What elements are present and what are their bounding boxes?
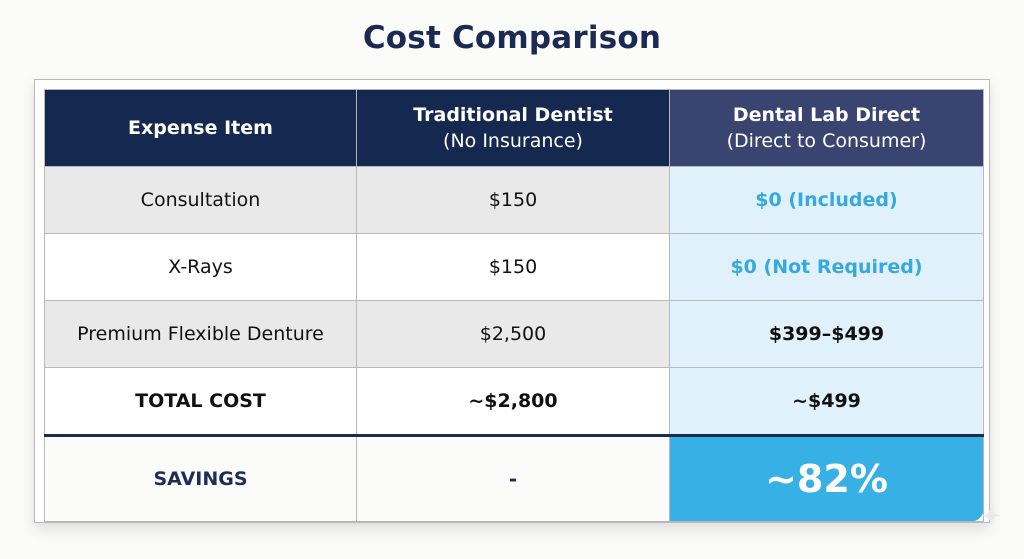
cell-traditional: $150 bbox=[356, 233, 670, 301]
cost-comparison-table: Expense Item Traditional Dentist (No Ins… bbox=[44, 89, 984, 522]
table-row: Premium Flexible Denture $2,500 $399–$49… bbox=[44, 300, 984, 368]
table-row: X-Rays $150 $0 (Not Required) bbox=[44, 233, 984, 301]
cell-item: TOTAL COST bbox=[44, 367, 357, 436]
cell-traditional: ~$2,800 bbox=[356, 367, 670, 436]
header-traditional-dentist: Traditional Dentist (No Insurance) bbox=[356, 89, 670, 167]
header-main: Dental Lab Direct bbox=[732, 104, 921, 126]
cell-direct: ~$499 bbox=[669, 367, 984, 436]
cell-traditional: $2,500 bbox=[356, 300, 670, 368]
header-row: Expense Item Traditional Dentist (No Ins… bbox=[44, 89, 984, 167]
cell-traditional: $150 bbox=[356, 166, 670, 234]
header-main: Expense Item bbox=[128, 117, 273, 139]
header-sub: (Direct to Consumer) bbox=[726, 130, 927, 152]
total-row: TOTAL COST ~$2,800 ~$499 bbox=[44, 367, 984, 436]
savings-percentage: ~82% bbox=[669, 434, 984, 522]
cell-item: Premium Flexible Denture bbox=[44, 300, 357, 368]
cell-direct: $0 (Not Required) bbox=[669, 233, 984, 301]
cell-item: Consultation bbox=[44, 166, 357, 234]
sparkle-icon: ✦ bbox=[980, 502, 1002, 532]
savings-traditional: - bbox=[356, 434, 670, 522]
header-sub: (No Insurance) bbox=[443, 130, 583, 152]
header-expense-item: Expense Item bbox=[44, 89, 357, 167]
header-dental-lab-direct: Dental Lab Direct (Direct to Consumer) bbox=[669, 89, 984, 167]
table-row: Consultation $150 $0 (Included) bbox=[44, 166, 984, 234]
cell-direct: $0 (Included) bbox=[669, 166, 984, 234]
cell-item: X-Rays bbox=[44, 233, 357, 301]
cell-direct: $399–$499 bbox=[669, 300, 984, 368]
savings-row: SAVINGS - ~82% bbox=[44, 434, 984, 522]
header-main: Traditional Dentist bbox=[413, 104, 613, 126]
page-title: Cost Comparison bbox=[362, 20, 662, 56]
savings-label: SAVINGS bbox=[44, 434, 357, 522]
